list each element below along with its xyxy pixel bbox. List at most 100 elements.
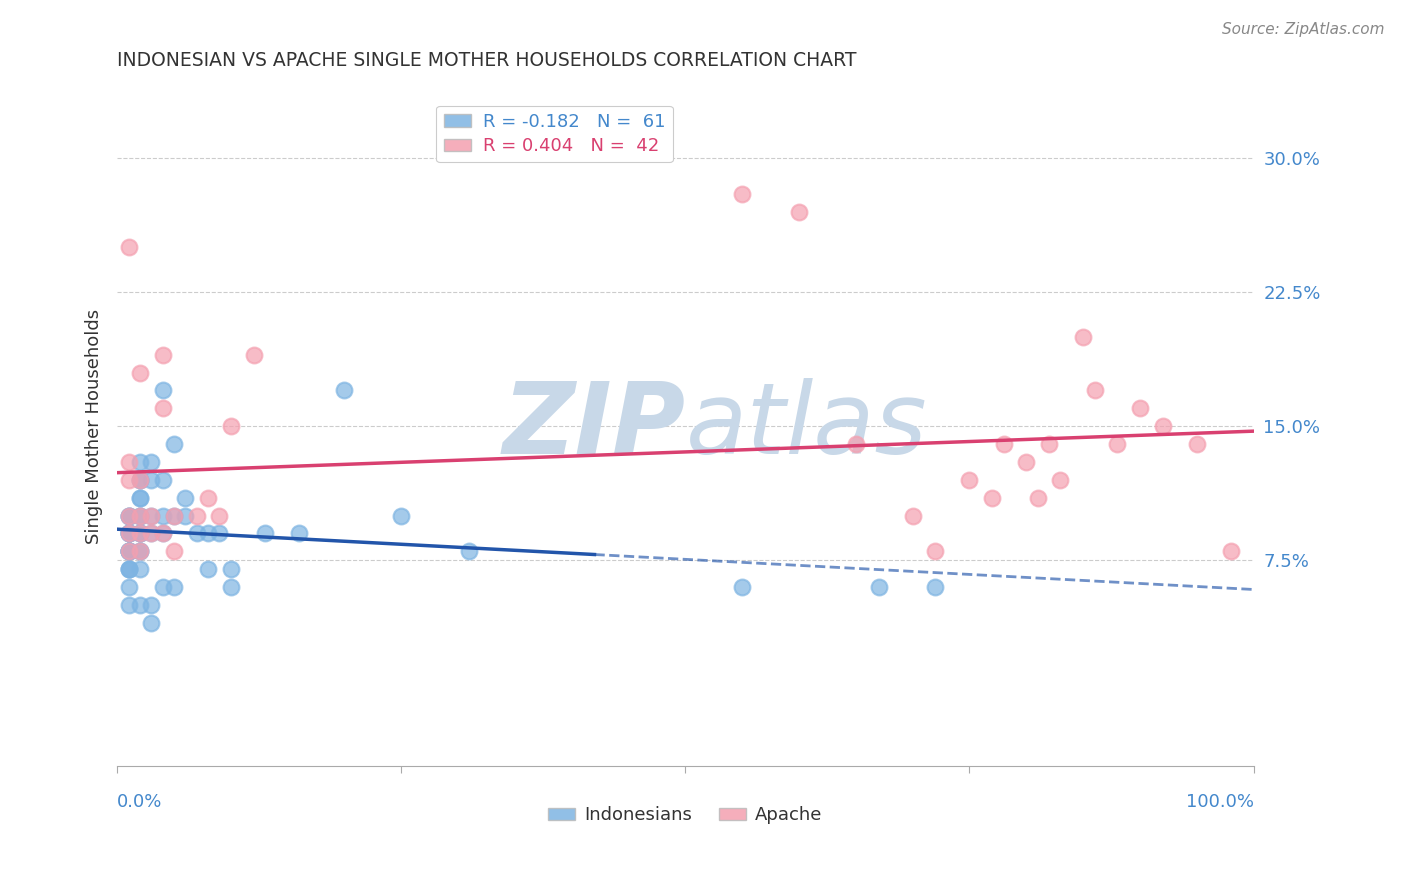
Point bbox=[117, 508, 139, 523]
Point bbox=[288, 526, 311, 541]
Point bbox=[117, 544, 139, 558]
Point bbox=[117, 544, 139, 558]
Point bbox=[117, 544, 139, 558]
Point bbox=[787, 204, 810, 219]
Point bbox=[152, 508, 174, 523]
Point bbox=[129, 526, 152, 541]
Point bbox=[208, 526, 231, 541]
Point bbox=[253, 526, 276, 541]
Point bbox=[117, 562, 139, 576]
Point bbox=[152, 384, 174, 398]
Point bbox=[129, 544, 152, 558]
Point bbox=[117, 580, 139, 594]
Point bbox=[129, 455, 152, 469]
Point bbox=[1152, 419, 1174, 434]
Point bbox=[117, 240, 139, 254]
Point bbox=[993, 437, 1015, 451]
Point bbox=[117, 544, 139, 558]
Point bbox=[117, 526, 139, 541]
Point bbox=[117, 508, 139, 523]
Point bbox=[152, 401, 174, 416]
Point bbox=[1049, 473, 1071, 487]
Point bbox=[117, 598, 139, 612]
Point bbox=[389, 508, 412, 523]
Point bbox=[141, 508, 163, 523]
Point bbox=[1129, 401, 1152, 416]
Point bbox=[117, 526, 139, 541]
Point bbox=[163, 544, 186, 558]
Text: Source: ZipAtlas.com: Source: ZipAtlas.com bbox=[1222, 22, 1385, 37]
Point bbox=[117, 526, 139, 541]
Point bbox=[129, 562, 152, 576]
Point bbox=[129, 598, 152, 612]
Point bbox=[129, 508, 152, 523]
Point bbox=[163, 437, 186, 451]
Point bbox=[117, 526, 139, 541]
Point bbox=[152, 526, 174, 541]
Text: ZIP: ZIP bbox=[502, 377, 685, 475]
Point bbox=[1107, 437, 1129, 451]
Point bbox=[141, 615, 163, 630]
Point bbox=[129, 473, 152, 487]
Point bbox=[219, 580, 242, 594]
Point bbox=[868, 580, 890, 594]
Point bbox=[219, 562, 242, 576]
Point bbox=[117, 544, 139, 558]
Point bbox=[141, 526, 163, 541]
Point bbox=[197, 491, 219, 505]
Point bbox=[174, 508, 197, 523]
Point bbox=[129, 491, 152, 505]
Point bbox=[731, 186, 754, 201]
Point bbox=[219, 419, 242, 434]
Point bbox=[163, 508, 186, 523]
Text: 100.0%: 100.0% bbox=[1185, 793, 1254, 811]
Point bbox=[981, 491, 1004, 505]
Point bbox=[117, 544, 139, 558]
Point bbox=[1038, 437, 1060, 451]
Y-axis label: Single Mother Households: Single Mother Households bbox=[86, 309, 103, 544]
Point bbox=[174, 491, 197, 505]
Point bbox=[117, 473, 139, 487]
Point bbox=[152, 348, 174, 362]
Point bbox=[1015, 455, 1038, 469]
Point bbox=[141, 508, 163, 523]
Text: INDONESIAN VS APACHE SINGLE MOTHER HOUSEHOLDS CORRELATION CHART: INDONESIAN VS APACHE SINGLE MOTHER HOUSE… bbox=[117, 51, 856, 70]
Point bbox=[1071, 330, 1094, 344]
Point bbox=[1185, 437, 1208, 451]
Point bbox=[1219, 544, 1241, 558]
Point bbox=[208, 508, 231, 523]
Point bbox=[141, 598, 163, 612]
Point bbox=[141, 455, 163, 469]
Point bbox=[731, 580, 754, 594]
Point bbox=[129, 473, 152, 487]
Point bbox=[129, 508, 152, 523]
Point bbox=[901, 508, 924, 523]
Legend: Indonesians, Apache: Indonesians, Apache bbox=[541, 799, 830, 831]
Point bbox=[129, 491, 152, 505]
Point bbox=[117, 562, 139, 576]
Point bbox=[152, 526, 174, 541]
Point bbox=[117, 562, 139, 576]
Point bbox=[197, 526, 219, 541]
Point bbox=[129, 526, 152, 541]
Point bbox=[117, 455, 139, 469]
Point bbox=[129, 544, 152, 558]
Text: 0.0%: 0.0% bbox=[117, 793, 163, 811]
Text: atlas: atlas bbox=[685, 377, 927, 475]
Point bbox=[129, 544, 152, 558]
Point bbox=[845, 437, 868, 451]
Point bbox=[117, 508, 139, 523]
Point bbox=[959, 473, 981, 487]
Point bbox=[1026, 491, 1049, 505]
Point bbox=[129, 526, 152, 541]
Point bbox=[186, 526, 208, 541]
Point bbox=[242, 348, 264, 362]
Point bbox=[129, 526, 152, 541]
Point bbox=[333, 384, 356, 398]
Point bbox=[152, 473, 174, 487]
Point bbox=[141, 526, 163, 541]
Point bbox=[163, 508, 186, 523]
Point bbox=[924, 544, 946, 558]
Point bbox=[117, 508, 139, 523]
Point bbox=[129, 366, 152, 380]
